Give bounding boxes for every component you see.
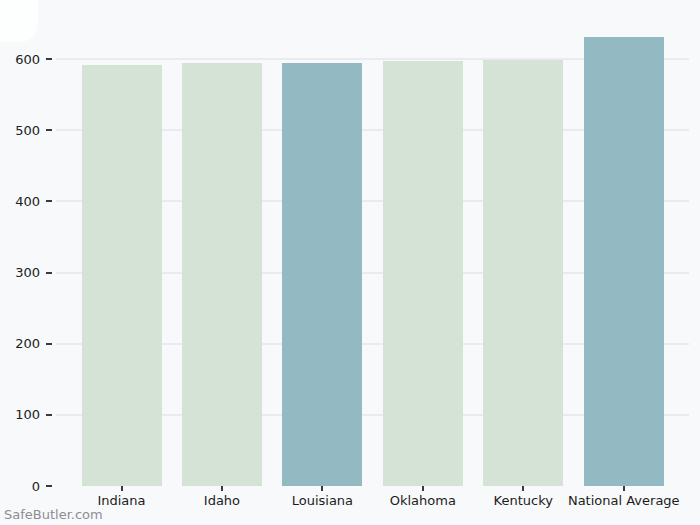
x-tick-mark-3 xyxy=(422,486,424,491)
bar-indiana xyxy=(82,65,162,486)
y-tick-mark-0 xyxy=(46,485,52,487)
bar-kentucky xyxy=(483,60,563,486)
x-tick-mark-0 xyxy=(121,486,123,491)
y-tick-mark-300 xyxy=(46,272,52,274)
bar-national-average xyxy=(584,37,664,486)
bar-louisiana xyxy=(282,63,362,486)
y-tick-mark-400 xyxy=(46,200,52,202)
y-tick-label-600: 600 xyxy=(0,53,40,66)
y-tick-mark-100 xyxy=(46,414,52,416)
corner-artifact xyxy=(0,0,38,42)
x-tick-mark-5 xyxy=(623,486,625,491)
y-tick-label-0: 0 xyxy=(0,480,40,493)
x-axis-label-national-average: National Average xyxy=(554,493,694,508)
plot-area xyxy=(56,8,689,486)
x-tick-mark-4 xyxy=(522,486,524,491)
bar-chart-figure: 0100200300400500600 IndianaIdahoLouisian… xyxy=(0,0,700,525)
y-tick-label-300: 300 xyxy=(0,266,40,279)
x-tick-mark-2 xyxy=(321,486,323,491)
watermark: SafeButler.com xyxy=(4,507,103,522)
y-tick-label-400: 400 xyxy=(0,195,40,208)
x-tick-mark-1 xyxy=(221,486,223,491)
y-tick-mark-500 xyxy=(46,129,52,131)
bar-oklahoma xyxy=(383,61,463,486)
y-tick-label-100: 100 xyxy=(0,408,40,421)
bar-idaho xyxy=(182,63,262,486)
y-tick-mark-200 xyxy=(46,343,52,345)
y-tick-mark-600 xyxy=(46,58,52,60)
y-tick-label-200: 200 xyxy=(0,337,40,350)
y-tick-label-500: 500 xyxy=(0,124,40,137)
